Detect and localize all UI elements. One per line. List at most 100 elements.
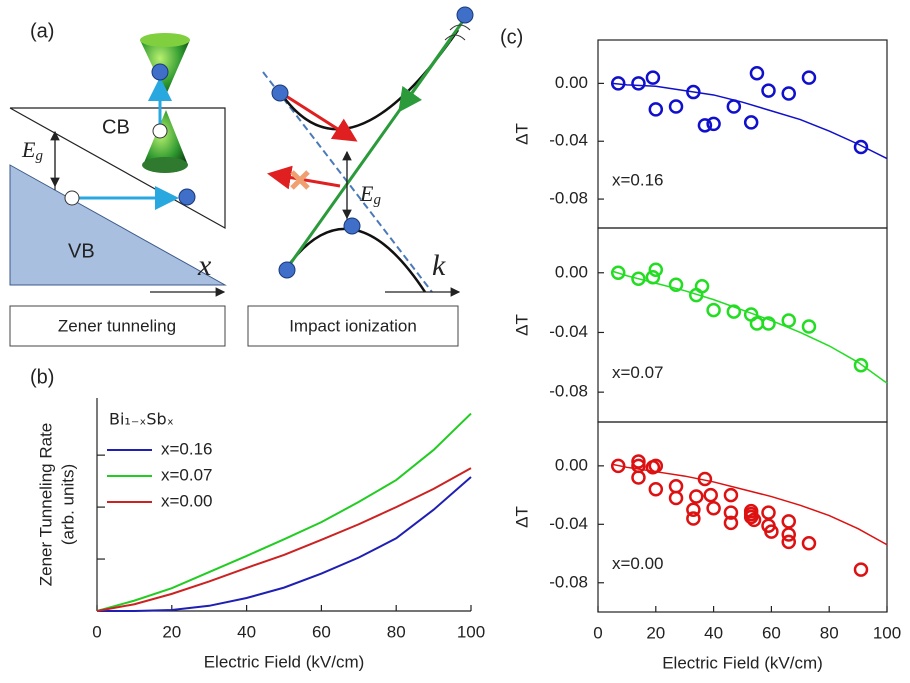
point: [853, 358, 869, 373]
point: [668, 479, 684, 494]
panel-label: (c): [500, 26, 523, 48]
axis-label: k: [432, 249, 446, 282]
legend-title: Bi₁₋ₓSbₓ: [109, 410, 174, 429]
x-tick-label: 80: [387, 622, 406, 641]
line: [96, 412, 472, 612]
point: [686, 502, 701, 517]
y-tick-label: -0.04: [549, 322, 588, 341]
point: [764, 524, 779, 539]
line: [97, 476, 472, 612]
plot-frame: [597, 421, 888, 613]
point: [781, 534, 796, 550]
annotation: x=0.00: [612, 554, 664, 573]
point: [610, 265, 626, 281]
point: [631, 454, 646, 469]
point: [743, 506, 759, 522]
arrow: [398, 39, 452, 113]
point: [645, 70, 661, 85]
cross: [290, 170, 310, 190]
electron: [271, 84, 289, 102]
caption: Zener tunneling: [58, 316, 176, 335]
electron: [151, 63, 169, 81]
electron: [456, 6, 474, 24]
panel-a: (a) CB VB Eg x Zener tunneling Eg: [9, 6, 474, 347]
cone: [140, 34, 190, 95]
x-tick-label: 100: [457, 622, 485, 641]
electron: [343, 217, 361, 235]
point: [761, 316, 776, 331]
cone: [142, 157, 188, 173]
eg-label: Eg: [21, 137, 43, 164]
point: [853, 562, 869, 577]
x-tick-label: 60: [312, 622, 331, 641]
point: [706, 116, 721, 132]
line: [96, 467, 472, 612]
y-axis-label: ΔT: [512, 123, 531, 145]
point: [697, 118, 713, 133]
point: [723, 515, 739, 531]
point: [726, 304, 742, 319]
point: [631, 76, 646, 91]
y-axis-label: (arb. units): [58, 464, 77, 545]
y-axis-label: ΔT: [512, 506, 531, 528]
point: [668, 490, 684, 506]
cb-label: CB: [102, 116, 130, 138]
x-tick-label: 100: [873, 623, 901, 642]
point: [723, 487, 739, 503]
hole: [152, 123, 168, 139]
point: [801, 536, 817, 551]
point: [706, 500, 721, 516]
point: [781, 86, 796, 101]
y-tick-label: 0.00: [555, 455, 588, 474]
panel-label: (b): [30, 366, 54, 388]
point: [749, 66, 765, 81]
x-tick-label: 60: [762, 623, 781, 642]
band: [278, 29, 460, 131]
point: [689, 489, 704, 504]
point: [761, 505, 776, 520]
y-axis-label: ΔT: [512, 314, 531, 336]
x-tick-label: 0: [593, 623, 602, 642]
arrow: [267, 165, 341, 190]
point: [686, 511, 701, 526]
annotation: x=0.16: [612, 170, 664, 189]
caption: Impact ionization: [289, 316, 417, 335]
y-tick-label: 0.00: [555, 73, 588, 92]
x-tick-label: 80: [820, 623, 839, 642]
point: [723, 505, 739, 520]
point: [610, 76, 626, 91]
point: [801, 70, 817, 85]
annotation: x=0.07: [612, 363, 664, 382]
x-axis-label: Electric Field (kV/cm): [204, 652, 365, 671]
plot-frame: [597, 227, 888, 423]
y-tick-label: -0.08: [549, 189, 588, 208]
axis-label: x: [197, 249, 212, 282]
x-tick-label: 40: [704, 623, 723, 642]
point: [668, 99, 684, 114]
point: [610, 458, 626, 474]
x-tick-label: 0: [92, 622, 101, 641]
plot-frame: [597, 39, 888, 229]
caption-box: [247, 305, 459, 347]
cone: [143, 110, 188, 172]
y-tick-label: -0.08: [549, 572, 588, 591]
point: [631, 271, 646, 286]
legend-label: x=0.16: [161, 439, 213, 458]
fit-line: [612, 270, 888, 384]
point: [781, 514, 796, 529]
y-tick-label: -0.04: [549, 131, 588, 150]
point: [703, 487, 718, 503]
wave: [444, 24, 471, 41]
point: [801, 319, 817, 334]
point: [761, 83, 776, 98]
cone: [140, 33, 190, 47]
point: [706, 302, 721, 318]
hole: [64, 190, 80, 206]
x-axis-label: Electric Field (kV/cm): [662, 653, 823, 672]
point: [726, 99, 742, 114]
point: [668, 277, 684, 292]
point: [648, 481, 664, 497]
y-tick-label: -0.08: [549, 382, 588, 401]
valence-band: [9, 164, 227, 286]
point: [743, 115, 759, 130]
